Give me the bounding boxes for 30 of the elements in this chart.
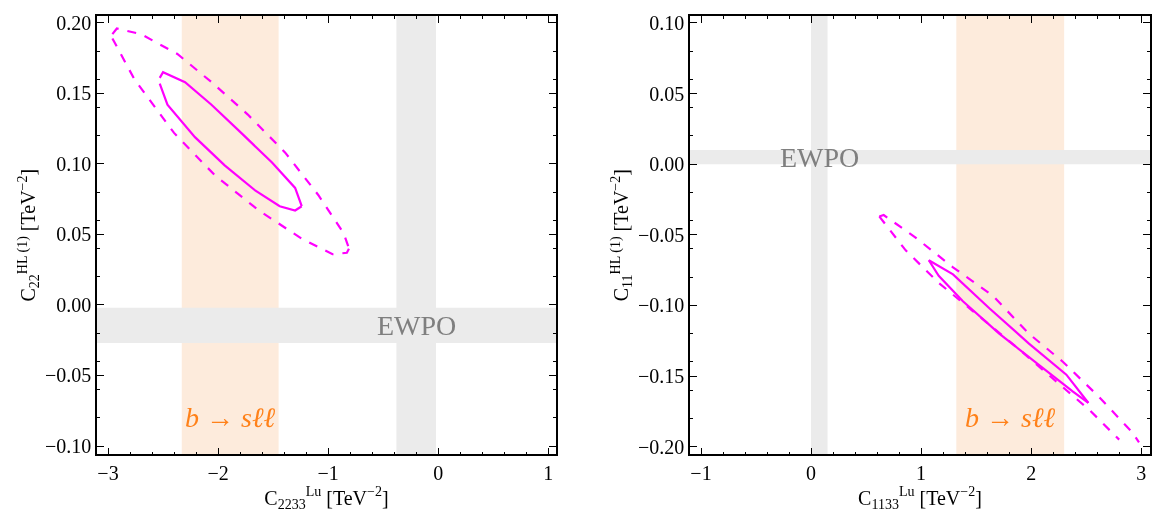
y-tick-label: 0.20: [56, 11, 92, 34]
y-tick-label: −0.05: [44, 364, 92, 387]
y-tick-label: 0.15: [56, 82, 92, 105]
y-tick-label: −0.20: [637, 435, 685, 458]
x-tick-label: −1: [317, 462, 339, 485]
y-tick-label: −0.15: [637, 365, 685, 388]
x-axis-title: C$_{2233}$$^{Lu}$ [TeV$^{−2}$]: [264, 484, 389, 512]
x-axis-title: C$_{1133}$$^{Lu}$ [TeV$^{−2}$]: [858, 484, 982, 512]
y-tick-label: 0.05: [56, 223, 92, 246]
y-tick-label: 0.00: [649, 153, 685, 176]
y-tick-label: 0.10: [649, 11, 685, 34]
band-label: b → sℓℓ: [965, 402, 1056, 433]
y-tick-label: −0.10: [44, 435, 92, 458]
y-tick-label: 0.00: [56, 293, 92, 316]
x-tick-label: 2: [1026, 462, 1037, 485]
x-tick-label: 1: [543, 462, 554, 485]
y-tick-label: 0.05: [649, 82, 685, 105]
x-tick-label: −2: [207, 462, 229, 485]
band-label: b → sℓℓ: [185, 402, 276, 433]
x-tick-label: 1: [916, 462, 927, 485]
x-tick-label: 0: [806, 462, 817, 485]
y-tick-label: −0.05: [637, 223, 685, 246]
x-tick-label: 0: [433, 462, 444, 485]
x-tick-label: 3: [1136, 462, 1147, 485]
x-tick-label: −1: [690, 462, 712, 485]
y-tick-label: −0.10: [637, 294, 685, 317]
band-label: EWPO: [780, 142, 860, 173]
y-tick-label: 0.10: [56, 152, 92, 175]
band-label: EWPO: [377, 310, 457, 341]
x-tick-label: −3: [97, 462, 119, 485]
